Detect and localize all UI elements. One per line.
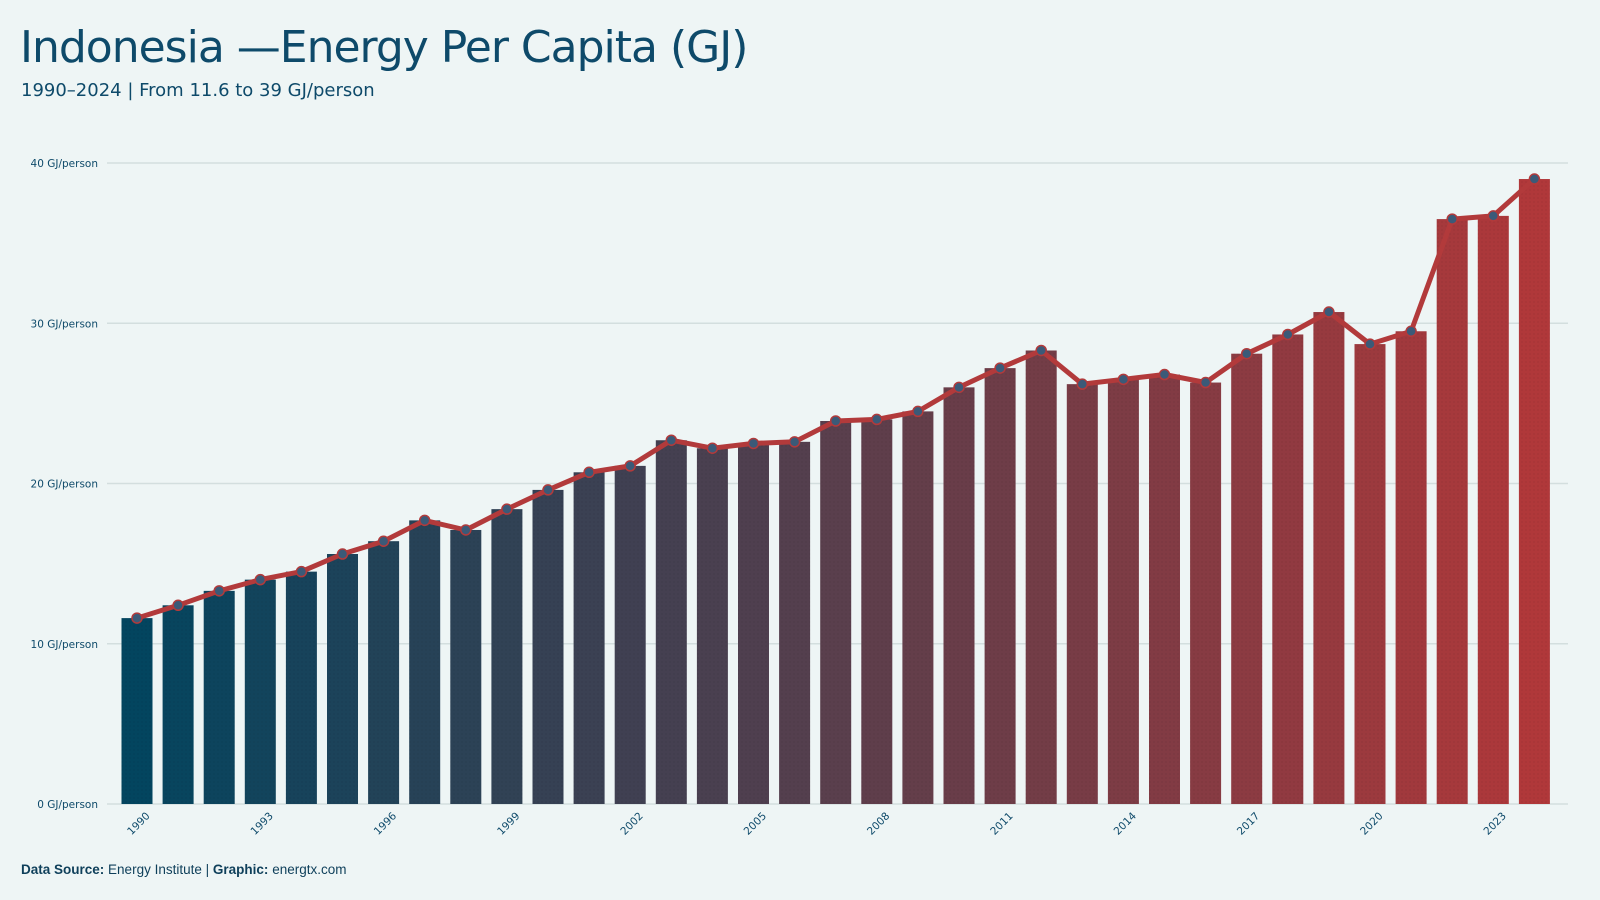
graphic-label: Graphic: — [212, 862, 269, 877]
x-tick-label: 1993 — [248, 810, 275, 837]
bar-texture — [1231, 353, 1263, 804]
y-tick-label: 10 GJ/person — [31, 639, 98, 651]
source-label: Data Source: — [21, 862, 105, 877]
x-tick-label: 2014 — [1112, 810, 1140, 838]
data-point-1991 — [172, 599, 184, 612]
data-point-2010 — [953, 381, 965, 394]
bar-texture — [1436, 219, 1468, 804]
data-point-2008 — [871, 413, 883, 426]
bar-texture — [121, 618, 153, 804]
data-point-2005 — [747, 437, 760, 450]
bar-texture — [655, 440, 687, 804]
data-point-2023 — [1487, 210, 1500, 222]
bar-texture — [1477, 215, 1509, 804]
data-point-1997 — [418, 514, 431, 527]
data-point-2021 — [1405, 325, 1417, 338]
data-point-1990 — [131, 612, 143, 624]
x-tick-label: 2017 — [1235, 810, 1262, 837]
data-point-2020 — [1364, 338, 1376, 350]
data-point-2024 — [1528, 173, 1541, 185]
bar-texture — [1518, 179, 1550, 804]
graphic-value: energtx.com — [272, 862, 347, 877]
data-point-2011 — [994, 362, 1006, 374]
data-point-1999 — [501, 503, 513, 515]
data-point-1994 — [295, 565, 308, 578]
bar-texture — [902, 411, 934, 804]
source-value: Energy Institute — [108, 862, 202, 877]
bar-texture — [368, 541, 400, 804]
bar-texture — [1190, 382, 1222, 804]
bar-texture — [285, 571, 317, 804]
data-point-2001 — [583, 466, 595, 479]
x-tick-label: 2023 — [1481, 810, 1508, 837]
bar-texture — [820, 421, 852, 804]
data-point-2016 — [1199, 376, 1212, 389]
bar-texture — [614, 465, 646, 804]
bar-texture — [450, 529, 482, 804]
data-point-1995 — [336, 548, 349, 560]
data-point-2013 — [1076, 378, 1089, 390]
data-point-1996 — [377, 535, 390, 547]
data-point-2014 — [1117, 373, 1130, 386]
bar-texture — [573, 472, 605, 804]
data-point-2003 — [665, 434, 678, 446]
data-point-2015 — [1158, 368, 1171, 381]
data-point-2002 — [624, 460, 636, 472]
x-tick-label: 1999 — [495, 810, 522, 837]
x-tick-label: 2002 — [618, 810, 645, 837]
chart-title: Indonesia —Energy Per Capita (GJ) — [20, 22, 748, 73]
bar-texture — [1066, 384, 1098, 804]
bar-texture — [1149, 374, 1180, 804]
bar-texture — [327, 554, 358, 804]
bar-texture — [1272, 334, 1304, 804]
data-point-2000 — [542, 484, 554, 496]
chart-footer: Data Source: Energy Institute | Graphic:… — [21, 862, 346, 877]
bar-texture — [1313, 312, 1345, 804]
bar-texture — [1025, 350, 1057, 804]
data-point-2004 — [706, 442, 719, 454]
bar-texture — [696, 448, 728, 804]
x-tick-label: 2020 — [1358, 810, 1385, 837]
x-tick-label: 2005 — [742, 810, 769, 837]
data-point-2009 — [912, 405, 924, 418]
data-point-2022 — [1446, 213, 1458, 225]
footer-separator: | — [205, 862, 210, 877]
bar-texture — [203, 590, 235, 804]
y-tick-label: 0 GJ/person — [37, 799, 98, 811]
bar-texture — [779, 441, 811, 804]
data-point-1992 — [213, 585, 225, 597]
data-point-2012 — [1035, 344, 1047, 357]
x-tick-label: 1990 — [125, 810, 152, 837]
bar-texture — [984, 368, 1016, 804]
data-point-2007 — [829, 415, 842, 427]
bar-texture — [1354, 344, 1386, 804]
data-point-2017 — [1240, 347, 1253, 360]
chart-subtitle: 1990–2024 | From 11.6 to 39 GJ/person — [21, 80, 375, 101]
bar-texture — [409, 520, 441, 804]
bar-texture — [1395, 331, 1427, 804]
data-point-2018 — [1282, 328, 1294, 341]
bar-texture — [491, 509, 523, 804]
data-point-2006 — [788, 436, 801, 448]
bar-texture — [532, 489, 564, 804]
x-tick-label: 2008 — [865, 810, 892, 837]
bar-texture — [943, 387, 975, 804]
y-tick-label: 20 GJ/person — [31, 479, 98, 491]
data-point-1993 — [254, 573, 267, 586]
x-tick-label: 1996 — [372, 810, 400, 838]
bar-texture — [738, 443, 769, 804]
bar-texture — [244, 579, 276, 804]
bar-texture — [162, 605, 194, 804]
data-point-1998 — [460, 524, 472, 536]
data-point-2019 — [1323, 306, 1335, 318]
x-tick-label: 2011 — [988, 810, 1015, 837]
y-tick-label: 30 GJ/person — [31, 318, 98, 330]
y-tick-label: 40 GJ/person — [31, 158, 98, 170]
bar-texture — [861, 419, 893, 804]
bar-texture — [1107, 379, 1139, 804]
